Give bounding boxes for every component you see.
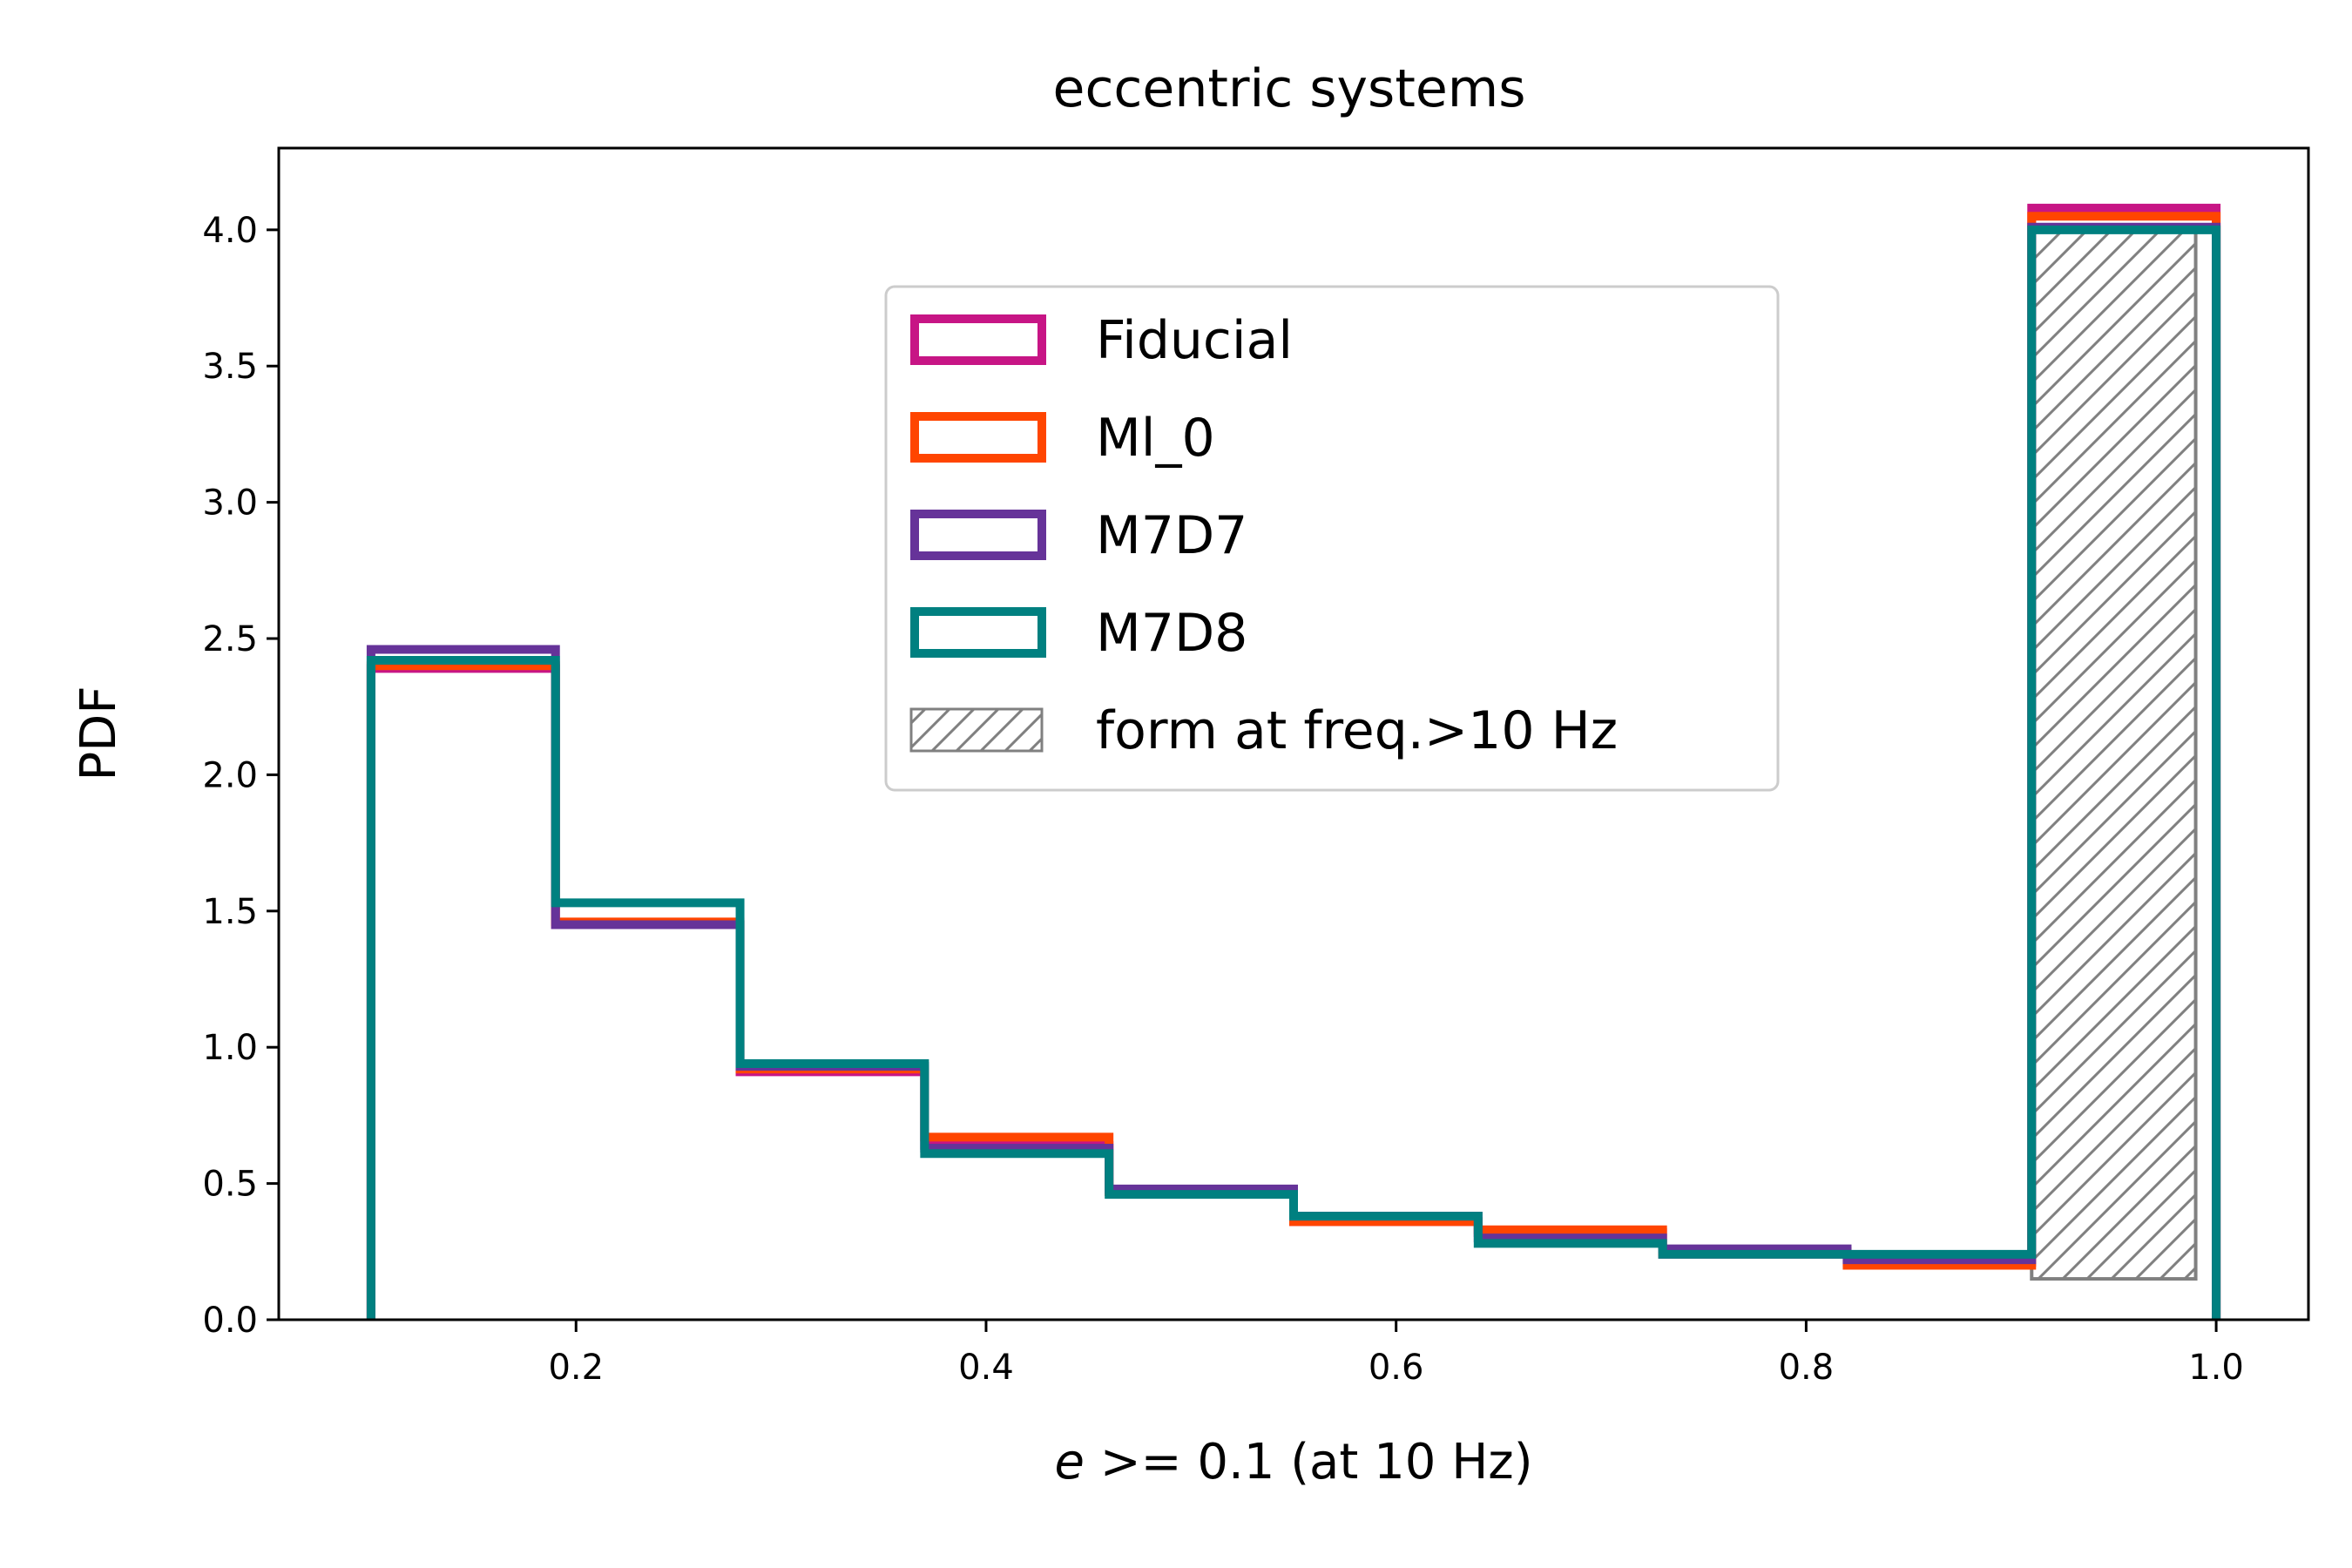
legend: Fiducial Ml_0 M7D7 M7D8 form at freq.>10 Hz <box>884 285 1780 792</box>
x-tick-label: 0.6 <box>1369 1348 1424 1388</box>
legend-swatch-m7d7 <box>910 510 1046 560</box>
y-tick-label: 2.5 <box>202 619 258 659</box>
plot-area <box>366 203 2221 1320</box>
legend-swatch-fiducial <box>910 314 1046 365</box>
y-axis-label: PDF <box>71 686 127 781</box>
x-tick-label: 1.0 <box>2188 1348 2244 1388</box>
legend-frame <box>884 285 1780 792</box>
legend-label-ml-0: Ml_0 <box>1096 408 1215 469</box>
y-axis: 0.0 0.5 1.0 1.5 2.0 2.5 3.0 3.5 4.0 <box>202 211 279 1341</box>
x-axis-label: e >= 0.1 (at 10 Hz) <box>1054 1434 1532 1490</box>
legend-label-form-at-freq-10-hz: form at freq.>10 Hz <box>1096 700 1618 761</box>
y-tick-label: 1.5 <box>202 892 258 932</box>
x-tick-label: 0.4 <box>958 1348 1014 1388</box>
legend-label-m7d8: M7D8 <box>1096 603 1247 664</box>
plot-frame <box>277 146 2310 1321</box>
x-tick-label: 0.8 <box>1779 1348 1835 1388</box>
y-tick-label: 1.0 <box>202 1028 258 1068</box>
x-axis: 0.2 0.4 0.6 0.8 1.0 <box>548 1320 2244 1388</box>
y-tick-label: 3.5 <box>202 347 258 387</box>
y-tick-label: 4.0 <box>202 211 258 251</box>
legend-label-m7d7: M7D7 <box>1096 505 1247 566</box>
y-tick-label: 0.0 <box>202 1301 258 1341</box>
legend-label-fiducial: Fiducial <box>1096 310 1293 371</box>
y-tick-label: 3.0 <box>202 483 258 524</box>
series-m7d8 <box>366 225 2221 1320</box>
y-tick-label: 0.5 <box>202 1165 258 1205</box>
x-tick-label: 0.2 <box>548 1348 604 1388</box>
y-tick-label: 2.0 <box>202 755 258 795</box>
legend-swatch-ml-0 <box>910 412 1046 463</box>
hatched-bar <box>2030 227 2198 1281</box>
legend-swatch-form-at-freq-10-hz <box>909 707 1044 753</box>
chart-title: eccentric systems <box>1053 58 1526 119</box>
legend-swatch-m7d8 <box>910 607 1046 658</box>
